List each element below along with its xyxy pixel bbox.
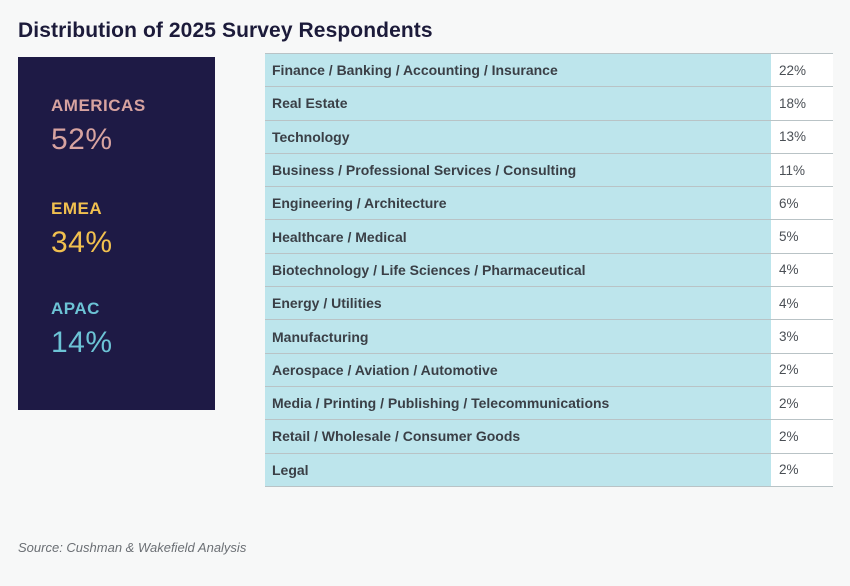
region-name: AMERICAS: [51, 96, 146, 115]
industry-percentage: 2%: [771, 453, 833, 486]
industry-label: Retail / Wholesale / Consumer Goods: [265, 420, 771, 453]
industry-percentage: 22%: [771, 54, 833, 87]
industry-label: Manufacturing: [265, 320, 771, 353]
chart-title: Distribution of 2025 Survey Respondents: [18, 19, 433, 42]
industry-percentage: 18%: [771, 87, 833, 120]
region-apac: APAC 14%: [51, 299, 113, 360]
region-percentage: 14%: [51, 326, 113, 359]
region-name: EMEA: [51, 199, 103, 218]
table-row: Engineering / Architecture 6%: [265, 187, 833, 221]
industry-label: Biotechnology / Life Sciences / Pharmace…: [265, 253, 771, 287]
industry-label: Real Estate: [265, 87, 771, 120]
table-row: Aerospace / Aviation / Automotive 2%: [265, 353, 833, 387]
industry-label: Healthcare / Medical: [265, 220, 771, 253]
region-name: APAC: [51, 299, 100, 318]
industry-percentage: 11%: [771, 153, 833, 187]
region-percentage: 34%: [51, 226, 113, 259]
region-emea: EMEA 34%: [51, 199, 113, 260]
table-row: Finance / Banking / Accounting / Insuran…: [265, 54, 833, 88]
table-row: Legal 2%: [265, 453, 833, 487]
industry-percentage: 6%: [771, 187, 833, 220]
industry-percentage: 3%: [771, 320, 833, 353]
table-row: Biotechnology / Life Sciences / Pharmace…: [265, 253, 833, 288]
industry-percentage: 2%: [771, 386, 833, 420]
industry-percentage: 2%: [771, 420, 833, 453]
table-row: Business / Professional Services / Consu…: [265, 153, 833, 188]
industry-label: Legal: [265, 453, 771, 486]
industry-label: Media / Printing / Publishing / Telecomm…: [265, 386, 771, 420]
table-row: Media / Printing / Publishing / Telecomm…: [265, 386, 833, 421]
industry-label: Finance / Banking / Accounting / Insuran…: [265, 54, 771, 87]
table-row: Manufacturing 3%: [265, 320, 833, 354]
table-row: Healthcare / Medical 5%: [265, 220, 833, 254]
source-note: Source: Cushman & Wakefield Analysis: [18, 540, 247, 555]
industry-percentage: 4%: [771, 253, 833, 287]
table-row: Technology 13%: [265, 120, 833, 154]
industry-percentage: 4%: [771, 287, 833, 320]
region-americas: AMERICAS 52%: [51, 96, 146, 157]
industry-label: Technology: [265, 120, 771, 153]
industry-label: Business / Professional Services / Consu…: [265, 153, 771, 187]
region-percentage: 52%: [51, 123, 113, 156]
table-row: Retail / Wholesale / Consumer Goods 2%: [265, 420, 833, 454]
industry-label: Aerospace / Aviation / Automotive: [265, 353, 771, 386]
region-panel: AMERICAS 52% EMEA 34% APAC 14%: [18, 57, 215, 410]
industry-table: Finance / Banking / Accounting / Insuran…: [265, 53, 833, 487]
table-row: Energy / Utilities 4%: [265, 287, 833, 321]
industry-percentage: 5%: [771, 220, 833, 253]
table-row: Real Estate 18%: [265, 87, 833, 121]
industry-percentage: 13%: [771, 120, 833, 153]
industry-percentage: 2%: [771, 353, 833, 386]
industry-label: Energy / Utilities: [265, 287, 771, 320]
industry-label: Engineering / Architecture: [265, 187, 771, 220]
